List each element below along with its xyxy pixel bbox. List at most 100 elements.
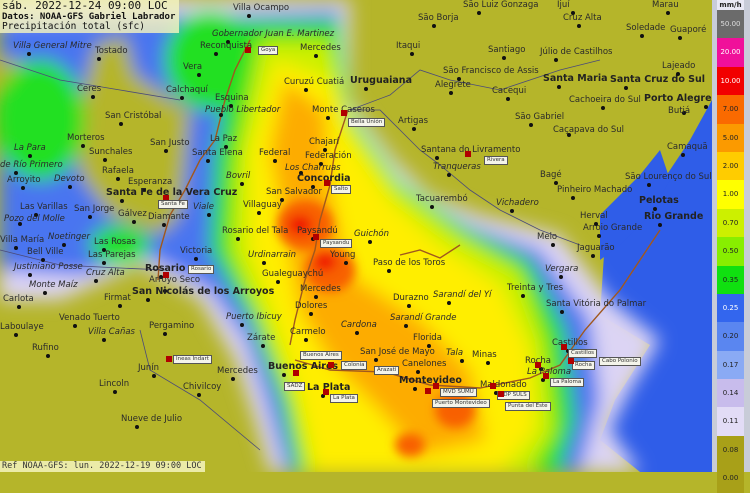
city-marker-icon <box>240 323 244 327</box>
city-label: Santa Vitória do Palmar <box>546 299 647 309</box>
city-label: Vergara <box>545 264 579 274</box>
station-marker-icon <box>323 389 329 395</box>
city-label: Los Charruas <box>285 163 341 173</box>
city-marker-icon <box>116 177 120 181</box>
city-marker-icon <box>413 387 417 391</box>
city-marker-icon <box>447 173 451 177</box>
data-source: Datos: NOAA-GFS Gabriel Labrador <box>2 12 176 22</box>
station-label[interactable]: SADZ <box>284 382 306 391</box>
city-label: San Justo <box>150 138 190 148</box>
legend-item: 0.14 <box>717 379 744 408</box>
city-marker-icon <box>226 40 230 44</box>
legend-item: 0.08 <box>717 435 744 465</box>
station-label[interactable]: Arazati <box>374 366 400 375</box>
city-label: Esperanza <box>128 177 173 187</box>
city-marker-icon <box>676 72 680 76</box>
city-marker-icon <box>432 24 436 28</box>
city-label: São Borja <box>418 13 459 23</box>
city-marker-icon <box>132 220 136 224</box>
city-label: Firmat <box>104 293 131 303</box>
variable-name: Precipitación total (sfc) <box>2 21 145 32</box>
city-marker-icon <box>261 344 265 348</box>
station-label[interactable]: Castillos <box>568 349 598 358</box>
city-marker-icon <box>506 97 510 101</box>
city-marker-icon <box>207 213 211 217</box>
city-label: Pelotas <box>639 195 679 206</box>
city-label: Federación <box>305 151 352 161</box>
station-label[interactable]: Rosario <box>188 265 215 274</box>
city-marker-icon <box>88 215 92 219</box>
city-marker-icon <box>41 258 45 262</box>
city-marker-icon <box>159 275 163 279</box>
city-marker-icon <box>282 373 286 377</box>
city-label: São Lourenço do Sul <box>625 172 712 182</box>
station-label[interactable]: La Plata <box>330 394 358 403</box>
city-marker-icon <box>658 223 662 227</box>
city-label: Santiago <box>488 45 526 55</box>
city-label: Pueblo Libertador <box>205 105 281 115</box>
station-label[interactable]: Colonia <box>341 361 368 370</box>
station-label[interactable]: Goya <box>258 46 279 55</box>
city-marker-icon <box>477 11 481 15</box>
city-label: Arroio Grande <box>583 223 643 233</box>
station-label[interactable]: Paysandu <box>320 239 353 248</box>
city-label: São Francisco de Assis <box>443 66 539 76</box>
city-marker-icon <box>529 123 533 127</box>
city-marker-icon <box>14 171 18 175</box>
city-label: Caçapava do Sul <box>553 125 625 135</box>
city-marker-icon <box>257 211 261 215</box>
station-label[interactable]: Bella Unión <box>348 118 386 127</box>
station-marker-icon <box>535 362 541 368</box>
city-label: Herval <box>580 211 608 221</box>
city-marker-icon <box>81 144 85 148</box>
city-label: Santa Cruz do Sul <box>610 74 706 85</box>
station-label[interactable]: PDP SULS <box>497 391 530 400</box>
city-marker-icon <box>197 73 201 77</box>
station-marker-icon <box>163 195 169 201</box>
station-label[interactable]: Santa Fe <box>158 200 188 209</box>
city-label: Artigas <box>398 116 429 126</box>
city-marker-icon <box>18 222 22 226</box>
city-label: Pozo del Molle <box>4 214 65 224</box>
station-label[interactable]: Salto <box>331 185 351 194</box>
city-label: Pergamino <box>149 321 195 331</box>
city-marker-icon <box>521 294 525 298</box>
station-label[interactable]: Punta del Este <box>505 402 551 411</box>
city-label: Curuzú Cuatiá <box>284 77 345 87</box>
city-marker-icon <box>73 324 77 328</box>
city-label: Tostado <box>95 46 128 56</box>
station-label[interactable]: Rocha <box>572 361 595 370</box>
legend-item: 0.70 <box>717 208 744 238</box>
city-marker-icon <box>276 280 280 284</box>
station-label[interactable]: Puerto Montevideo <box>432 399 490 408</box>
station-label[interactable]: La Paloma <box>550 378 585 387</box>
city-marker-icon <box>678 36 682 40</box>
city-marker-icon <box>460 359 464 363</box>
station-label[interactable]: MVD SUMU <box>440 388 477 397</box>
city-label: Uruguaiana <box>350 75 412 86</box>
station-marker-icon <box>561 344 567 350</box>
city-label: Gualeguaychú <box>262 269 324 279</box>
city-marker-icon <box>68 185 72 189</box>
city-label: San José de Mayo <box>360 347 435 357</box>
city-label: Butiá <box>668 106 691 116</box>
legend-item: 0.00 <box>717 464 744 493</box>
city-marker-icon <box>163 332 167 336</box>
city-label: Nueve de Julio <box>121 414 183 424</box>
city-marker-icon <box>640 34 644 38</box>
station-label[interactable]: Cabo Polonio <box>599 357 641 366</box>
city-marker-icon <box>344 261 348 265</box>
city-marker-icon <box>17 305 21 309</box>
precipitation-map[interactable]: Villa Ocampo Gobernador Juan E. Martinez R… <box>0 0 712 472</box>
city-label: Rosario <box>145 263 186 274</box>
station-label[interactable]: Rivera <box>484 156 508 165</box>
city-marker-icon <box>647 183 651 187</box>
city-label: Zárate <box>247 333 276 343</box>
city-marker-icon <box>412 127 416 131</box>
city-marker-icon <box>14 246 18 250</box>
station-label[interactable]: Buenos Aires <box>300 351 342 360</box>
city-marker-icon <box>577 24 581 28</box>
station-marker-icon <box>543 373 549 379</box>
station-label[interactable]: Ineas Indart <box>173 355 212 364</box>
city-label: Santa Fe de la Vera Cruz <box>106 187 238 198</box>
